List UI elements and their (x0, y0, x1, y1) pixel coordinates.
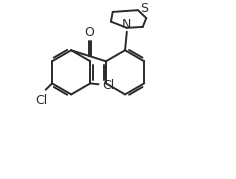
Text: Cl: Cl (103, 79, 115, 92)
Text: S: S (141, 2, 149, 15)
Text: Cl: Cl (35, 94, 48, 107)
Text: N: N (122, 18, 131, 31)
Text: O: O (85, 26, 95, 39)
